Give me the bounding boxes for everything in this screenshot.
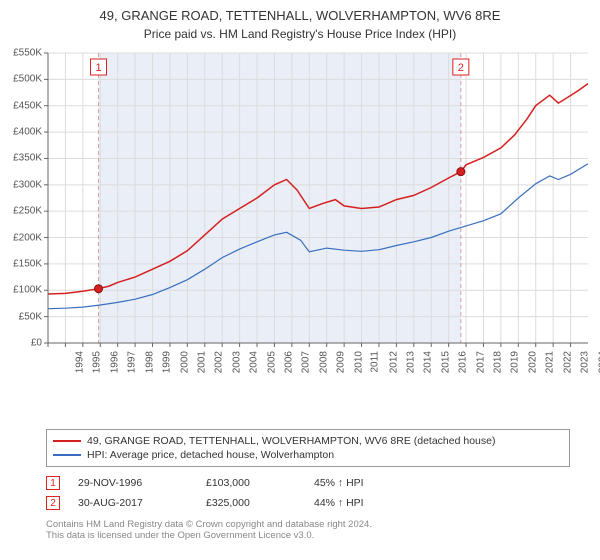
note-badge: 1 [46,476,60,490]
x-tick-label: 2004 [248,351,259,373]
x-tick-label: 1998 [144,351,155,373]
y-tick-label: £500K [2,74,42,85]
x-tick-label: 1997 [127,351,138,373]
x-tick-label: 2001 [196,351,207,373]
line-chart: 12 [0,47,600,387]
legend-label: HPI: Average price, detached house, Wolv… [87,449,334,461]
y-tick-label: £50K [2,311,42,322]
x-tick-label: 1995 [92,351,103,373]
chart-area: 12 1994199519961997199819992000200120022… [0,47,600,387]
x-tick-label: 2021 [545,351,556,373]
y-tick-label: £200K [2,232,42,243]
x-tick-label: 2005 [266,351,277,373]
x-tick-label: 2008 [318,351,329,373]
y-tick-label: £550K [2,48,42,59]
note-badge: 2 [46,496,60,510]
x-tick-label: 2011 [370,351,381,373]
x-tick-label: 2019 [510,351,521,373]
legend-item: 49, GRANGE ROAD, TETTENHALL, WOLVERHAMPT… [53,434,563,448]
y-tick-label: £300K [2,179,42,190]
y-tick-label: £400K [2,127,42,138]
x-tick-label: 1996 [109,351,120,373]
x-tick-label: 2006 [283,351,294,373]
note-date: 29-NOV-1996 [78,477,188,489]
footer-line-2: This data is licensed under the Open Gov… [46,530,570,541]
x-tick-label: 2000 [179,351,190,373]
legend-label: 49, GRANGE ROAD, TETTENHALL, WOLVERHAMPT… [87,435,495,447]
x-tick-label: 2003 [231,351,242,373]
y-tick-label: £0 [2,338,42,349]
x-tick-label: 2018 [492,351,503,373]
note-price: £325,000 [206,497,296,509]
svg-text:1: 1 [95,62,101,74]
note-pct: 45% ↑ HPI [314,477,414,489]
y-tick-label: £150K [2,258,42,269]
note-pct: 44% ↑ HPI [314,497,414,509]
x-tick-label: 2007 [301,351,312,373]
legend-swatch [53,440,81,442]
footer-line-1: Contains HM Land Registry data © Crown c… [46,519,570,530]
note-row: 1 29-NOV-1996 £103,000 45% ↑ HPI [46,473,570,493]
note-date: 30-AUG-2017 [78,497,188,509]
event-notes: 1 29-NOV-1996 £103,000 45% ↑ HPI 2 30-AUG-201… [46,473,570,513]
x-tick-label: 2015 [440,351,451,373]
legend-swatch [53,454,81,456]
x-tick-label: 2013 [405,351,416,373]
legend: 49, GRANGE ROAD, TETTENHALL, WOLVERHAMPT… [46,429,570,467]
chart-title: 49, GRANGE ROAD, TETTENHALL, WOLVERHAMPT… [0,8,600,23]
note-price: £103,000 [206,477,296,489]
x-tick-label: 2014 [423,351,434,373]
x-tick-label: 2010 [353,351,364,373]
x-tick-label: 2016 [457,351,468,373]
y-tick-label: £100K [2,285,42,296]
x-tick-label: 2017 [475,351,486,373]
x-tick-label: 2022 [562,351,573,373]
x-tick-label: 1994 [74,351,85,373]
y-tick-label: £350K [2,153,42,164]
x-tick-label: 2012 [388,351,399,373]
y-tick-label: £250K [2,206,42,217]
x-tick-label: 1999 [161,351,172,373]
x-tick-label: 2023 [579,351,590,373]
note-row: 2 30-AUG-2017 £325,000 44% ↑ HPI [46,493,570,513]
y-tick-label: £450K [2,100,42,111]
x-tick-label: 2009 [336,351,347,373]
x-tick-label: 2020 [527,351,538,373]
x-tick-label: 2002 [214,351,225,373]
chart-subtitle: Price paid vs. HM Land Registry's House … [0,27,600,41]
svg-text:2: 2 [458,62,464,74]
legend-item: HPI: Average price, detached house, Wolv… [53,448,563,462]
